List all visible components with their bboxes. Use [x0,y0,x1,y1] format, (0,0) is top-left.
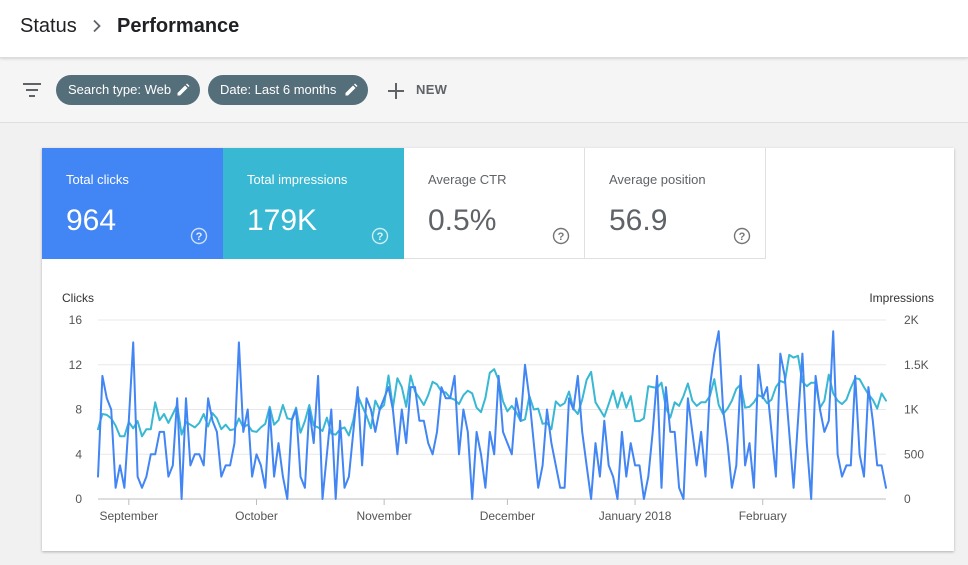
x-tick-label: January 2018 [599,509,672,523]
x-tick-label: October [235,509,278,523]
metric-label: Total clicks [66,172,129,187]
metric-label: Average position [609,172,706,187]
x-tick-label: September [99,509,158,523]
svg-text:?: ? [196,231,203,243]
svg-text:?: ? [558,231,565,243]
metric-label: Total impressions [247,172,348,187]
help-icon[interactable]: ? [190,227,208,245]
edit-pencil-icon [345,83,358,96]
left-tick-label: 8 [75,403,82,417]
right-tick-label: 1.5K [904,358,929,372]
page-title: Performance [117,15,240,37]
filter-bar: Search type: Web Date: Last 6 months NEW [0,59,968,123]
left-axis-label: Clicks [62,291,94,305]
right-tick-label: 500 [904,447,924,461]
right-tick-label: 2K [904,313,919,327]
metric-total-impressions[interactable]: Total impressions 179K ? [223,148,404,259]
metric-average-position[interactable]: Average position 56.9 ? [585,148,766,259]
x-tick-label: December [480,509,535,523]
chip-label: Date: Last 6 months [220,82,337,97]
performance-chart: Clicks Impressions 0 0 4 500 8 1K 12 1.5K 16 2K Se… [62,291,934,523]
edit-pencil-icon [177,83,190,96]
right-tick-label: 0 [904,492,911,506]
help-icon[interactable]: ? [371,227,389,245]
filter-icon[interactable] [22,81,42,99]
top-app-bar: Status Performance [0,0,968,58]
performance-card: Total clicks 964 ? Total impressions 179… [42,148,954,551]
left-tick-label: 16 [69,313,83,327]
x-tick-label: February [739,509,787,523]
metric-total-clicks[interactable]: Total clicks 964 ? [42,148,223,259]
right-axis-label: Impressions [869,291,934,305]
svg-text:?: ? [739,231,746,243]
date-range-chip[interactable]: Date: Last 6 months [208,75,368,105]
x-tick-label: November [356,509,411,523]
help-icon[interactable]: ? [733,227,751,245]
left-tick-label: 4 [75,447,82,461]
breadcrumb-status[interactable]: Status [20,15,77,37]
svg-text:?: ? [377,231,384,243]
series-line-clicks [97,330,887,500]
search-type-chip[interactable]: Search type: Web [56,75,200,105]
metric-average-ctr[interactable]: Average CTR 0.5% ? [404,148,585,259]
metric-label: Average CTR [428,172,507,187]
new-label: NEW [416,82,448,97]
chevron-right-icon [93,19,101,33]
chip-label: Search type: Web [68,82,172,97]
metric-value: 56.9 [609,204,668,237]
metric-value: 964 [66,204,117,237]
metric-value: 179K [247,204,318,237]
left-tick-label: 0 [75,492,82,506]
metric-value: 0.5% [428,204,497,237]
series-line-impressions [97,353,887,438]
left-tick-label: 12 [69,358,83,372]
right-tick-label: 1K [904,403,919,417]
plus-icon [388,83,404,99]
help-icon[interactable]: ? [552,227,570,245]
